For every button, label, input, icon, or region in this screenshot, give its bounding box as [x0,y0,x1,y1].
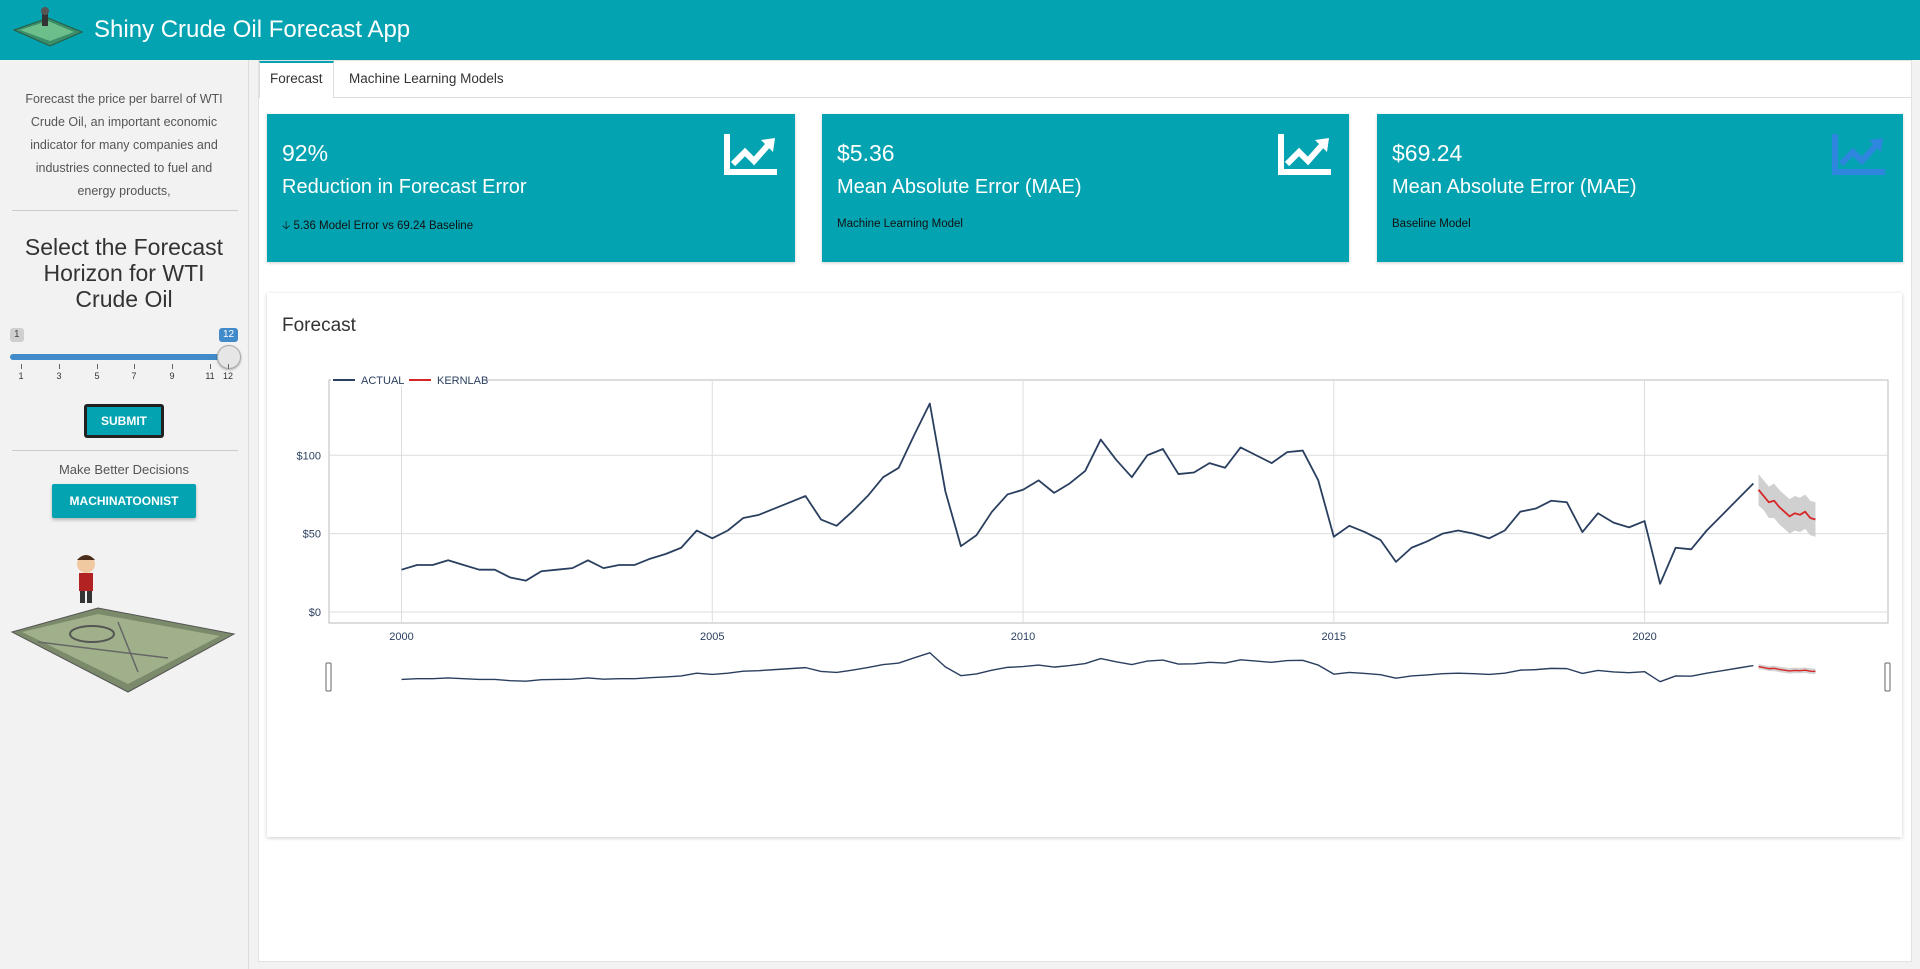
divider [12,210,238,211]
mascot-illustration [10,555,236,693]
app-title: Shiny Crude Oil Forecast App [94,16,411,43]
forecast-card-title: Forecast [282,315,356,336]
value-box-value: $69.24 [1392,140,1463,166]
legend-bg [331,372,407,386]
value-box-note: Baseline Model [1392,218,1471,230]
y-tick-label: $50 [303,529,321,541]
legend-label: ACTUAL [361,375,404,387]
x-tick-label: 2005 [700,631,724,643]
value-box-reduction: 92% Reduction in Forecast Error 🡣 5.36 M… [267,114,795,262]
value-box-value: $5.36 [837,140,895,166]
sidebar-tagline: Make Better Decisions [58,462,190,477]
sidebar-heading: Select the Forecast Horizon for WTI Crud… [24,234,224,312]
chart-line-icon [724,134,777,175]
legend-label: KERNLAB [437,375,488,387]
x-tick-label: 2010 [1011,631,1035,643]
slider-tick-label: 9 [169,371,175,381]
forecast-card: Forecast 2000 2005 2010 2015 2020 $0 $50 $100 AC… [267,293,1902,837]
slider-min-label: 1 [10,328,24,342]
arrow-down-icon: 🡣 [282,220,291,232]
forecast-chart[interactable]: 2000 2005 2010 2015 2020 $0 $50 $100 ACTUAL KERNL… [267,353,1902,837]
value-box-value: 92% [282,140,329,166]
slider-tick-label: 3 [56,371,62,381]
tab-machine-learning-models[interactable]: Machine Learning Models [349,71,504,86]
series-line [401,402,1754,585]
submit-button[interactable]: SUBMIT [84,404,164,438]
chart-line-icon [1832,134,1885,175]
slider-tick-label: 5 [94,371,100,381]
series-line [1757,489,1816,521]
value-box-model-mae: $5.36 Mean Absolute Error (MAE) Machine … [822,114,1349,262]
value-box-note: 🡣 5.36 Model Error vs 69.24 Baseline [282,218,473,237]
app-logo [12,7,84,47]
plot-frame [328,379,1889,624]
slider-ticks: 1 3 5 7 9 11 12 [10,364,240,388]
app-header: Shiny Crude Oil Forecast App [0,0,1920,60]
y-tick-label: $0 [309,607,321,619]
series-line [1758,665,1816,673]
range-handle-right [1884,662,1891,692]
sidebar-description: Forecast the price per barrel of WTI Cru… [25,92,223,198]
x-tick-label: 2015 [1322,631,1346,643]
chart-line-icon [1278,134,1331,175]
sidebar: Forecast the price per barrel of WTI Cru… [0,60,249,969]
machinatoonist-button[interactable]: MACHINATOONIST [52,484,196,518]
range-confidence-band [1758,664,1816,675]
value-box-subtitle: Reduction in Forecast Error [282,176,527,198]
forecast-horizon-slider[interactable] [10,354,228,360]
main-panel: Forecast Machine Learning Models 92% Red… [258,60,1912,962]
divider [12,450,238,451]
tab-bar: Forecast Machine Learning Models [259,61,1911,98]
legend-bg [407,372,483,386]
slider-tick-label: 7 [131,371,137,381]
x-tick-label: 2000 [389,631,413,643]
range-handle-left [325,662,332,692]
slider-handle[interactable] [217,345,241,369]
y-tick-label: $100 [297,450,321,462]
confidence-band [1758,474,1816,537]
slider-value-label: 12 [219,328,239,342]
series-line [401,652,1754,683]
slider-tick-label: 11 [205,371,215,381]
slider-tick-label: 1 [18,371,24,381]
tab-forecast[interactable]: Forecast [259,61,334,98]
slider-tick-label: 12 [222,371,234,381]
value-box-subtitle: Mean Absolute Error (MAE) [1392,176,1637,198]
value-box-subtitle: Mean Absolute Error (MAE) [837,176,1082,198]
value-box-note: Machine Learning Model [837,218,963,230]
x-tick-label: 2020 [1632,631,1656,643]
value-box-baseline-mae: $69.24 Mean Absolute Error (MAE) Baselin… [1377,114,1903,262]
value-box-note-text: 5.36 Model Error vs 69.24 Baseline [293,220,474,232]
